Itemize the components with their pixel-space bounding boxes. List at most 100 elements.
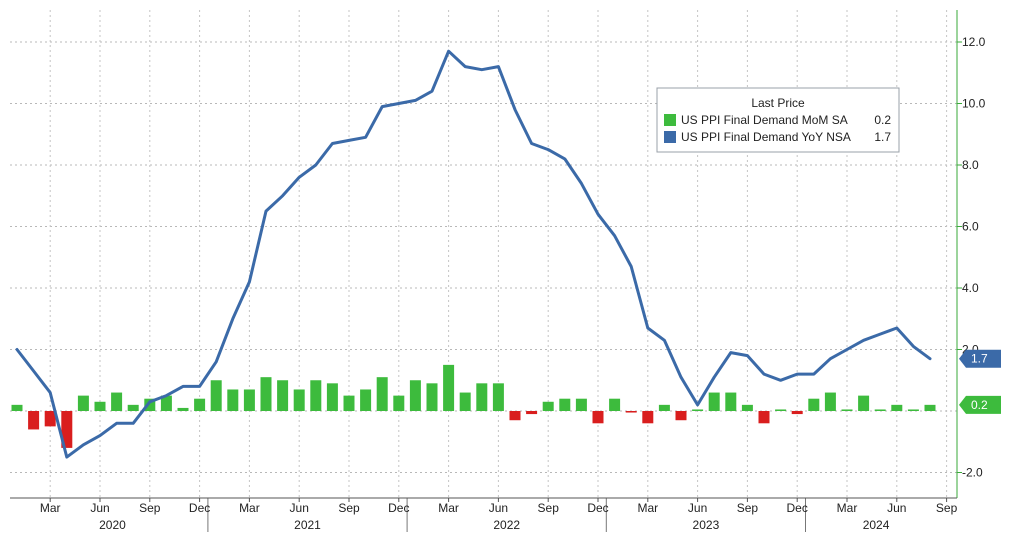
x-month-label: Jun: [688, 501, 707, 515]
y-tick-labels: -2.02.04.06.08.010.012.0: [962, 35, 986, 480]
mom-bar: [642, 411, 654, 424]
x-year-label: 2024: [863, 518, 890, 532]
mom-bar: [509, 411, 521, 421]
mom-bar: [426, 383, 438, 411]
legend-value-yoy: 1.7: [874, 130, 891, 144]
mom-bar: [625, 411, 637, 413]
x-month-label: Mar: [239, 501, 260, 515]
x-month-label: Jun: [90, 501, 109, 515]
mom-bar: [609, 398, 621, 411]
x-month-label: Sep: [139, 501, 161, 515]
last-value-badge: 0.2: [959, 395, 1001, 414]
mom-bar: [675, 411, 687, 421]
mom-bar: [874, 409, 886, 411]
yoy-line-path: [15, 49, 932, 459]
mom-bars: [11, 364, 936, 448]
last-value-badge: 1.7: [959, 349, 1001, 368]
mom-bar: [44, 411, 56, 427]
mom-bar: [227, 389, 239, 411]
x-month-label: Dec: [388, 501, 409, 515]
mom-bar: [858, 395, 870, 411]
legend-label-mom: US PPI Final Demand MoM SA: [681, 113, 848, 127]
mom-bar: [891, 404, 903, 411]
y-tick-label: -2.0: [962, 466, 983, 480]
badge-label: 1.7: [971, 352, 988, 366]
mom-bar: [907, 409, 919, 411]
mom-bar: [243, 389, 255, 411]
y-tick-label: 12.0: [962, 35, 986, 49]
y-tick-label: 10.0: [962, 97, 986, 111]
mom-bar: [127, 404, 139, 411]
x-year-label: 2021: [294, 518, 321, 532]
mom-bar: [841, 409, 853, 411]
mom-bar: [791, 411, 803, 415]
badge-shape: [959, 395, 1001, 414]
badge-label: 0.2: [971, 398, 988, 412]
x-year-label: 2020: [99, 518, 126, 532]
mom-bar: [559, 398, 571, 411]
y-tick-label: 8.0: [962, 158, 979, 172]
x-year-label: 2022: [493, 518, 520, 532]
x-month-label: Mar: [837, 501, 858, 515]
x-month-label: Sep: [737, 501, 759, 515]
mom-bar: [11, 404, 23, 411]
legend: Last Price US PPI Final Demand MoM SA 0.…: [656, 87, 900, 153]
mom-bar: [194, 398, 206, 411]
last-value-badges: 1.7 0.2: [959, 349, 1001, 414]
axes: [10, 10, 958, 499]
badge-shape: [959, 349, 1001, 368]
mom-bar: [409, 380, 421, 411]
x-month-label: Jun: [887, 501, 906, 515]
mom-bar: [658, 404, 670, 411]
mom-bar: [526, 411, 538, 415]
mom-bar: [741, 404, 753, 411]
x-month-label: Sep: [538, 501, 560, 515]
mom-bar: [542, 401, 554, 411]
mom-bar: [476, 383, 488, 411]
legend-title: Last Price: [751, 96, 805, 110]
legend-label-yoy: US PPI Final Demand YoY NSA: [681, 130, 851, 144]
mom-bar: [692, 409, 704, 411]
yoy-line: [15, 49, 932, 459]
mom-bar: [725, 392, 737, 411]
x-month-label: Mar: [40, 501, 61, 515]
legend-swatch-yoy: [664, 131, 676, 143]
mom-bar: [260, 377, 272, 411]
legend-value-mom: 0.2: [874, 113, 891, 127]
mom-bar: [61, 411, 73, 448]
mom-bar: [376, 377, 388, 411]
mom-bar: [393, 395, 405, 411]
mom-bar: [592, 411, 604, 424]
x-month-label: Sep: [338, 501, 360, 515]
mom-bar: [824, 392, 836, 411]
mom-bar: [758, 411, 770, 424]
x-month-label: Mar: [637, 501, 658, 515]
mom-bar: [924, 404, 936, 411]
mom-bar: [277, 380, 289, 411]
x-month-label: Sep: [936, 501, 958, 515]
mom-bar: [708, 392, 720, 411]
x-tick-labels: Mar Jun Sep Dec Mar Jun Sep Dec Mar Jun Sep Dec Mar J…: [40, 501, 958, 532]
y-tick-label: 4.0: [962, 281, 979, 295]
mom-bar: [443, 364, 455, 411]
mom-bar: [160, 395, 172, 411]
mom-bar: [575, 398, 587, 411]
mom-bar: [94, 401, 106, 411]
x-month-label: Mar: [438, 501, 459, 515]
mom-bar: [111, 392, 123, 411]
mom-bar: [808, 398, 820, 411]
mom-bar: [326, 383, 338, 411]
mom-bar: [77, 395, 89, 411]
mom-bar: [310, 380, 322, 411]
mom-bar: [343, 395, 355, 411]
legend-swatch-mom: [664, 114, 676, 126]
legend-box: [656, 87, 900, 153]
x-year-label: 2023: [693, 518, 720, 532]
x-month-label: Dec: [787, 501, 808, 515]
mom-bar: [210, 380, 222, 411]
y-tick-label: 6.0: [962, 220, 979, 234]
mom-bar: [492, 383, 504, 411]
mom-bar: [144, 398, 156, 411]
mom-bar: [28, 411, 40, 430]
